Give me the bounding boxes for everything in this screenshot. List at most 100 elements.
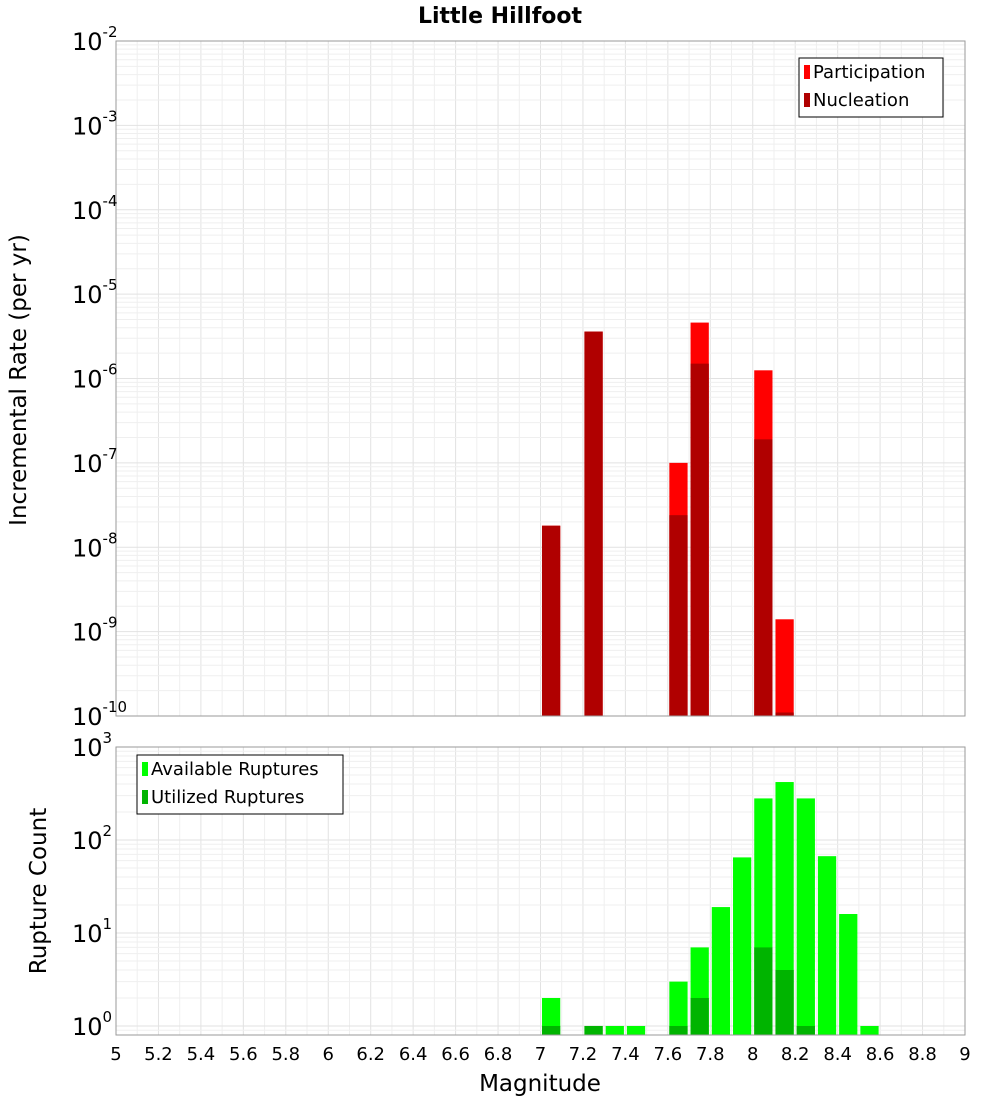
top-legend: Participation Nucleation <box>798 57 944 118</box>
y-tick-exponent: -3 <box>103 107 118 125</box>
x-tick-label: 8.2 <box>781 1044 810 1065</box>
bottom-bar-utilized-ruptures <box>796 1025 815 1035</box>
top-bars <box>541 322 794 716</box>
x-tick-label: 5.8 <box>271 1044 300 1065</box>
bottom-bar-available-ruptures <box>839 914 858 1035</box>
top-y-tick-label: 10-2 <box>72 23 118 56</box>
x-axis-label: Magnitude <box>479 1071 601 1097</box>
bottom-bar-available-ruptures <box>626 1025 646 1035</box>
bottom-bar-available-ruptures <box>733 857 752 1035</box>
y-tick-base: 10 <box>72 1013 103 1041</box>
top-panel: 10-210-310-410-510-610-710-810-910-10Par… <box>72 23 966 731</box>
top-legend-label: Participation <box>813 62 925 83</box>
top-y-tick-label: 10-8 <box>72 529 118 562</box>
top-bar-nucleation <box>775 712 794 716</box>
y-tick-exponent: -10 <box>103 698 128 716</box>
top-y-tick-label: 10-9 <box>72 614 118 647</box>
bottom-bar-available-ruptures <box>711 907 731 1035</box>
bottom-bar-available-ruptures <box>605 1025 624 1035</box>
y-tick-exponent: -8 <box>103 529 118 547</box>
y-tick-exponent: 1 <box>103 915 113 933</box>
bottom-bar-utilized-ruptures <box>690 997 709 1035</box>
x-tick-label: 6.2 <box>356 1044 385 1065</box>
bottom-legend-swatch <box>142 790 148 804</box>
y-tick-base: 10 <box>72 920 103 948</box>
bottom-bar-available-ruptures <box>669 981 688 1035</box>
x-tick-label: 8.4 <box>823 1044 852 1065</box>
x-tick-label: 5.4 <box>187 1044 216 1065</box>
bottom-legend-label: Utilized Ruptures <box>151 787 304 808</box>
y-tick-exponent: 0 <box>103 1008 113 1026</box>
bottom-frame <box>115 746 966 1036</box>
y-tick-base: 10 <box>72 197 103 225</box>
top-y-tick-label: 10-5 <box>72 276 118 309</box>
bottom-bars <box>541 782 879 1035</box>
x-tick-label: 7.6 <box>654 1044 683 1065</box>
top-bar-nucleation <box>584 331 603 716</box>
top-y-tick-label: 10-4 <box>72 192 118 225</box>
x-tick-label: 7.8 <box>696 1044 725 1065</box>
y-tick-exponent: -5 <box>103 276 118 294</box>
top-legend-swatch <box>804 93 810 107</box>
x-tick-label: 7.2 <box>569 1044 598 1065</box>
bottom-legend-box <box>136 754 344 815</box>
top-y-tick-label: 10-7 <box>72 445 118 478</box>
top-y-axis-label: Incremental Rate (per yr) <box>6 234 32 526</box>
x-ticks: 5 5.2 5.4 5.6 5.8 6 6.2 6.4 6.6 6.8 7 7.2 7.4 7.6 7.8 8… <box>110 1044 970 1065</box>
top-y-tick-label: 10-6 <box>72 361 118 394</box>
bottom-bar-available-ruptures <box>817 856 837 1035</box>
y-tick-base: 10 <box>72 281 103 309</box>
y-tick-exponent: 2 <box>103 822 113 840</box>
bottom-bar-utilized-ruptures <box>584 1025 603 1035</box>
bottom-bar-utilized-ruptures <box>541 1025 561 1035</box>
bottom-y-axis-label: Rupture Count <box>26 808 52 974</box>
y-tick-base: 10 <box>72 619 103 647</box>
top-y-tick-label: 10-10 <box>72 698 127 731</box>
top-bar-nucleation <box>541 525 561 716</box>
y-tick-exponent: -2 <box>103 23 118 41</box>
x-tick-label: 6 <box>323 1044 334 1065</box>
top-bar-nucleation <box>690 363 709 716</box>
bottom-y-tick-label: 101 <box>72 915 112 948</box>
y-tick-exponent: -9 <box>103 614 118 632</box>
x-tick-label: 7.4 <box>611 1044 640 1065</box>
x-tick-label: 8 <box>747 1044 758 1065</box>
y-tick-exponent: -4 <box>103 192 118 210</box>
x-tick-label: 5.2 <box>144 1044 173 1065</box>
top-y-tick-label: 10-3 <box>72 107 118 140</box>
y-tick-base: 10 <box>72 28 103 56</box>
x-tick-label: 6.8 <box>484 1044 513 1065</box>
x-tick-label: 5.6 <box>229 1044 258 1065</box>
y-tick-base: 10 <box>72 703 103 731</box>
x-tick-label: 6.4 <box>399 1044 428 1065</box>
x-tick-label: 8.8 <box>908 1044 937 1065</box>
y-tick-base: 10 <box>72 827 103 855</box>
x-tick-label: 9 <box>959 1044 970 1065</box>
y-tick-exponent: -6 <box>103 361 118 379</box>
y-tick-exponent: 3 <box>103 729 113 747</box>
top-y-ticks: 10-210-310-410-510-610-710-810-910-10 <box>72 23 127 731</box>
bottom-y-tick-label: 100 <box>72 1008 112 1041</box>
bottom-bar-utilized-ruptures <box>754 947 773 1035</box>
top-bar-nucleation <box>754 439 773 716</box>
bottom-legend: Available Ruptures Utilized Ruptures <box>136 754 344 815</box>
top-legend-swatch <box>804 65 810 79</box>
x-tick-label: 7 <box>535 1044 546 1065</box>
bottom-y-tick-label: 102 <box>72 822 112 855</box>
bottom-bar-available-ruptures <box>541 997 561 1035</box>
bottom-bar-utilized-ruptures <box>775 969 794 1035</box>
y-tick-base: 10 <box>72 450 103 478</box>
y-tick-base: 10 <box>72 734 103 762</box>
bottom-legend-label: Available Ruptures <box>151 759 319 780</box>
bottom-bar-utilized-ruptures <box>669 1025 688 1035</box>
x-tick-label: 5 <box>110 1044 121 1065</box>
bottom-bar-available-ruptures <box>796 798 815 1035</box>
top-grid <box>115 40 966 717</box>
chart-title: Little Hillfoot <box>418 4 583 29</box>
y-tick-base: 10 <box>72 534 103 562</box>
y-tick-base: 10 <box>72 366 103 394</box>
top-legend-label: Nucleation <box>813 90 909 111</box>
